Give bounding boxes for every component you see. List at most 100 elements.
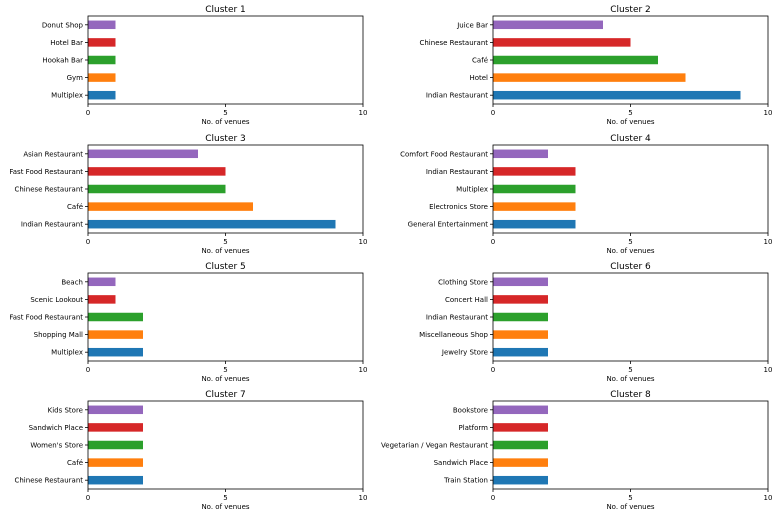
category-label: Hotel bbox=[469, 74, 488, 82]
bar bbox=[493, 219, 576, 229]
bar bbox=[88, 347, 143, 357]
x-tick-label: 5 bbox=[628, 494, 632, 502]
x-tick-label: 0 bbox=[86, 109, 90, 117]
x-tick-label: 10 bbox=[764, 366, 773, 374]
bar bbox=[88, 38, 116, 47]
x-axis-label: No. of venues bbox=[201, 247, 249, 255]
category-label: Jewelry Store bbox=[441, 349, 488, 357]
x-tick-label: 0 bbox=[86, 238, 90, 246]
category-label: Chinese Restaurant bbox=[14, 477, 83, 485]
x-tick-label: 10 bbox=[764, 494, 773, 502]
x-tick-label: 5 bbox=[628, 366, 632, 374]
x-tick-label: 0 bbox=[491, 238, 495, 246]
cluster-8-chart: Cluster 8 Train Station Sandwich Place Vege… bbox=[381, 390, 772, 511]
bar bbox=[493, 440, 548, 450]
bar bbox=[88, 20, 116, 30]
bar bbox=[493, 202, 576, 211]
x-tick-label: 10 bbox=[359, 238, 368, 246]
chart-title: Cluster 1 bbox=[205, 5, 246, 15]
category-label: Café bbox=[472, 57, 488, 65]
category-label: Sandwich Place bbox=[29, 424, 83, 432]
bar bbox=[493, 73, 686, 82]
category-label: Hookah Bar bbox=[42, 57, 83, 65]
bar bbox=[493, 295, 548, 304]
bar bbox=[88, 90, 116, 100]
x-tick-label: 0 bbox=[86, 366, 90, 374]
category-label: Fast Food Restaurant bbox=[9, 168, 83, 176]
category-label: Indian Restaurant bbox=[426, 92, 488, 100]
cluster-4-chart: Cluster 4 General Entertainment Electronic… bbox=[400, 134, 772, 255]
category-label: Juice Bar bbox=[456, 21, 488, 29]
bar bbox=[88, 423, 143, 432]
bar bbox=[88, 405, 143, 415]
category-label: Platform bbox=[458, 424, 488, 432]
cluster-2-chart: Cluster 2 Indian Restaurant Hotel Café Chine… bbox=[419, 5, 772, 126]
bar bbox=[493, 167, 576, 176]
x-tick-label: 0 bbox=[491, 366, 495, 374]
chart-title: Cluster 7 bbox=[205, 390, 246, 400]
x-tick-label: 10 bbox=[359, 366, 368, 374]
cluster-6-chart: Cluster 6 Jewelry Store Miscellaneous Shop… bbox=[419, 262, 772, 383]
x-tick-label: 5 bbox=[223, 238, 227, 246]
chart-title: Cluster 8 bbox=[610, 390, 651, 400]
category-label: Bookstore bbox=[453, 406, 488, 414]
bar bbox=[88, 55, 116, 65]
category-label: Café bbox=[67, 203, 83, 211]
category-label: Asian Restaurant bbox=[23, 150, 83, 158]
x-tick-label: 10 bbox=[764, 109, 773, 117]
bar bbox=[88, 440, 143, 450]
category-label: Café bbox=[67, 459, 83, 467]
x-axis-label: No. of venues bbox=[201, 375, 249, 383]
category-label: Donut Shop bbox=[42, 21, 84, 29]
bar bbox=[88, 330, 143, 339]
chart-title: Cluster 2 bbox=[610, 5, 651, 15]
category-label: Chinese Restaurant bbox=[14, 186, 83, 194]
category-label: Fast Food Restaurant bbox=[9, 314, 83, 322]
chart-title: Cluster 4 bbox=[610, 134, 651, 144]
category-label: Clothing Store bbox=[438, 278, 488, 286]
category-label: Concert Hall bbox=[445, 296, 488, 304]
x-axis-label: No. of venues bbox=[201, 118, 249, 126]
bar bbox=[88, 458, 143, 467]
bar bbox=[493, 149, 548, 159]
bar bbox=[88, 184, 226, 194]
category-label: Vegetarian / Vegan Restaurant bbox=[381, 442, 488, 450]
bar bbox=[493, 20, 603, 30]
x-axis-label: No. of venues bbox=[606, 247, 654, 255]
cluster-1-chart: Cluster 1 Multiplex Gym Hookah Bar Hotel Bar… bbox=[42, 5, 368, 126]
bar bbox=[493, 405, 548, 415]
category-label: Multiplex bbox=[51, 349, 83, 357]
bar bbox=[493, 475, 548, 485]
category-label: Women's Store bbox=[30, 442, 83, 450]
x-tick-label: 10 bbox=[764, 238, 773, 246]
bar bbox=[88, 73, 116, 82]
plot-frame bbox=[87, 15, 364, 105]
bar bbox=[493, 277, 548, 287]
bar bbox=[88, 219, 336, 229]
category-label: Scenic Lookout bbox=[30, 296, 83, 304]
category-label: Miscellaneous Shop bbox=[419, 331, 488, 339]
bar bbox=[493, 312, 548, 322]
cluster-7-chart: Cluster 7 Chinese Restaurant Café Women's S… bbox=[14, 390, 367, 511]
x-tick-label: 5 bbox=[628, 238, 632, 246]
x-tick-label: 0 bbox=[86, 494, 90, 502]
x-tick-label: 0 bbox=[491, 109, 495, 117]
bar bbox=[493, 90, 741, 100]
category-label: Train Station bbox=[443, 477, 488, 485]
category-label: Beach bbox=[61, 278, 83, 286]
category-label: Multiplex bbox=[51, 92, 83, 100]
x-tick-label: 10 bbox=[359, 494, 368, 502]
x-axis-label: No. of venues bbox=[606, 118, 654, 126]
bar bbox=[493, 347, 548, 357]
bar bbox=[88, 295, 116, 304]
bar bbox=[493, 184, 576, 194]
category-label: Chinese Restaurant bbox=[419, 39, 488, 47]
chart-title: Cluster 3 bbox=[205, 134, 246, 144]
x-tick-label: 10 bbox=[359, 109, 368, 117]
x-tick-label: 5 bbox=[223, 366, 227, 374]
bar bbox=[88, 277, 116, 287]
bar bbox=[88, 202, 253, 211]
bar bbox=[493, 458, 548, 467]
bar bbox=[88, 475, 143, 485]
x-axis-label: No. of venues bbox=[201, 503, 249, 511]
